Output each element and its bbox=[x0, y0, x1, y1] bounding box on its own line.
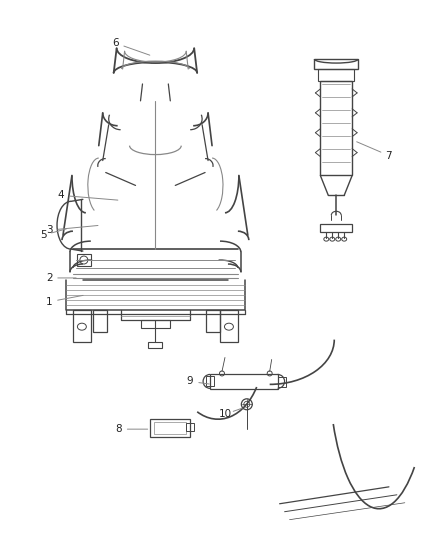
Bar bbox=[155, 422, 186, 434]
Text: 10: 10 bbox=[219, 409, 232, 419]
Text: 3: 3 bbox=[46, 225, 53, 235]
Text: 5: 5 bbox=[40, 230, 46, 240]
Bar bbox=[318, 69, 354, 81]
Text: 7: 7 bbox=[385, 151, 392, 160]
Bar bbox=[314, 59, 358, 69]
Bar bbox=[93, 310, 107, 332]
Bar bbox=[220, 310, 238, 342]
Bar bbox=[206, 310, 220, 332]
Bar bbox=[186, 423, 194, 431]
Bar bbox=[73, 310, 91, 342]
Bar bbox=[141, 320, 170, 328]
Text: 6: 6 bbox=[113, 38, 119, 48]
Bar bbox=[206, 376, 214, 386]
Text: 1: 1 bbox=[46, 297, 53, 307]
Bar bbox=[320, 224, 352, 232]
Bar bbox=[210, 375, 278, 389]
Text: 2: 2 bbox=[46, 273, 53, 283]
Text: 9: 9 bbox=[187, 376, 194, 386]
Text: 8: 8 bbox=[115, 424, 122, 434]
Bar bbox=[320, 81, 352, 175]
Bar bbox=[150, 419, 190, 437]
Text: 4: 4 bbox=[58, 190, 64, 200]
Bar bbox=[278, 377, 286, 387]
Bar bbox=[148, 342, 162, 348]
Bar bbox=[77, 254, 91, 266]
